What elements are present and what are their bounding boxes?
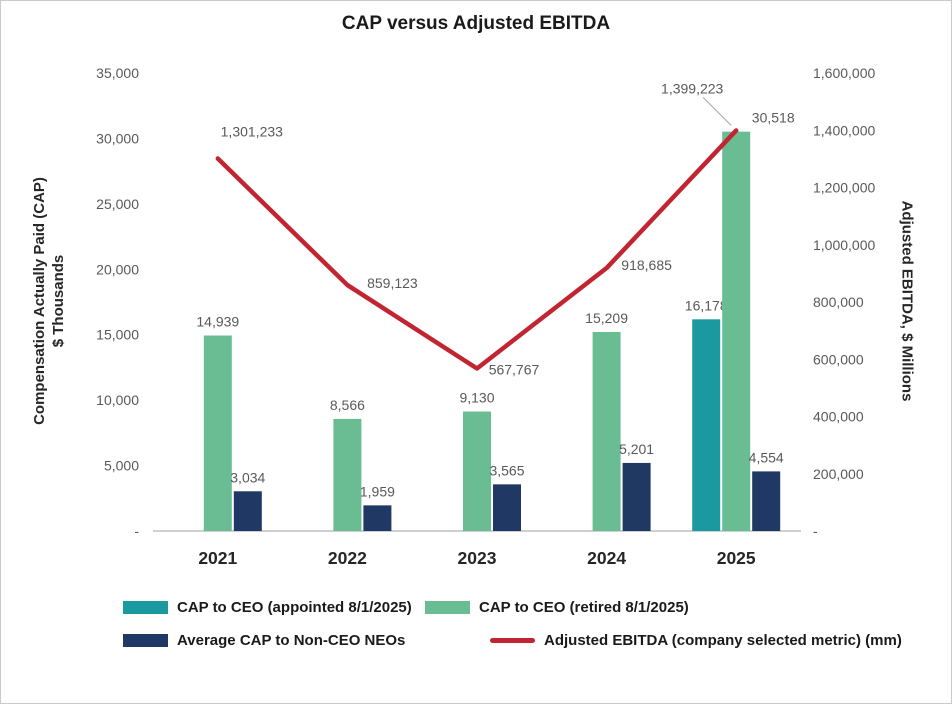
bar-label: 30,518 — [752, 110, 795, 126]
left-axis-title: Compensation Actually Paid (CAP) $ Thous… — [30, 177, 68, 425]
bar-label: 4,554 — [749, 449, 784, 465]
legend-label-cap-ceo-retired: CAP to CEO (retired 8/1/2025) — [479, 598, 689, 616]
right-tick-label: 600,000 — [813, 351, 864, 367]
bar — [363, 505, 392, 531]
bar — [592, 331, 621, 531]
line-label: 859,123 — [367, 275, 418, 291]
navy-bar-swatch-icon — [123, 633, 168, 647]
legend-item-avg-cap-neos: Average CAP to Non-CEO NEOs — [123, 631, 406, 649]
right-axis-title: Adjusted EBITDA, $ Millions — [898, 200, 916, 402]
right-tick-label: 1,000,000 — [813, 237, 875, 253]
legend-label-avg-cap-neos: Average CAP to Non-CEO NEOs — [177, 631, 406, 649]
teal-bar-swatch-icon — [123, 600, 168, 614]
ebitda-line — [215, 128, 739, 371]
red-line-swatch-icon — [490, 637, 535, 643]
legend: CAP to CEO (appointed 8/1/2025) CAP to C… — [1, 598, 951, 669]
legend-label-cap-ceo-appointed: CAP to CEO (appointed 8/1/2025) — [177, 598, 412, 616]
year-label: 2025 — [717, 548, 756, 568]
line-label: 918,685 — [621, 257, 672, 273]
bar — [233, 491, 262, 531]
bar-label: 3,565 — [489, 462, 524, 478]
right-tick-label: - — [813, 523, 818, 539]
bar-label: 3,034 — [230, 469, 265, 485]
bar-label: 1,959 — [360, 483, 395, 499]
bar — [622, 462, 651, 531]
left-tick-label: 25,000 — [96, 196, 139, 212]
bar — [722, 131, 751, 531]
line-label: 567,767 — [489, 361, 540, 377]
bar — [333, 418, 362, 531]
right-tick-label: 1,600,000 — [813, 65, 875, 81]
left-tick-label: - — [134, 523, 139, 539]
bar-label: 15,209 — [585, 310, 628, 326]
left-tick-label: 20,000 — [96, 261, 139, 277]
year-label: 2021 — [198, 548, 237, 568]
bar — [493, 484, 521, 531]
leader-line — [702, 97, 732, 126]
left-tick-label: 35,000 — [96, 65, 139, 81]
bar-label: 14,939 — [196, 314, 239, 330]
plot-area: 35,000 30,000 25,000 20,000 15,000 10,000 5,00… — [96, 65, 875, 568]
legend-label-adjusted-ebitda: Adjusted EBITDA (company selected metric… — [544, 631, 902, 649]
bar — [752, 471, 781, 531]
left-tick-label: 10,000 — [96, 392, 139, 408]
bar-label: 9,130 — [459, 390, 494, 406]
year-label: 2023 — [458, 548, 497, 568]
legend-item-adjusted-ebitda: Adjusted EBITDA (company selected metric… — [490, 631, 902, 649]
legend-item-cap-ceo-appointed: CAP to CEO (appointed 8/1/2025) — [123, 598, 412, 616]
left-tick-label: 30,000 — [96, 130, 139, 146]
year-label: 2024 — [587, 548, 626, 568]
left-tick-label: 15,000 — [96, 327, 139, 343]
right-tick-label: 400,000 — [813, 409, 864, 425]
line-label: 1,399,223 — [661, 80, 723, 96]
bar-label: 5,201 — [619, 441, 654, 457]
left-tick-label: 5,000 — [104, 458, 139, 474]
bar-label: 16,178 — [685, 297, 728, 313]
line-label: 1,301,233 — [221, 124, 283, 140]
bar-label: 8,566 — [330, 397, 365, 413]
left-axis-title-line1: Compensation Actually Paid (CAP) — [31, 177, 48, 425]
year-label: 2022 — [328, 548, 367, 568]
bar — [203, 335, 232, 531]
right-tick-label: 1,200,000 — [813, 180, 875, 196]
right-tick-label: 1,400,000 — [813, 122, 875, 138]
right-tick-label: 200,000 — [813, 466, 864, 482]
bar — [463, 411, 491, 531]
green-bar-swatch-icon — [425, 600, 470, 614]
legend-item-cap-ceo-retired: CAP to CEO (retired 8/1/2025) — [425, 598, 689, 616]
bar — [692, 319, 721, 531]
right-tick-label: 800,000 — [813, 294, 864, 310]
chart-title: CAP versus Adjusted EBITDA — [341, 13, 611, 34]
left-axis-title-line2: $ Thousands — [50, 254, 67, 348]
